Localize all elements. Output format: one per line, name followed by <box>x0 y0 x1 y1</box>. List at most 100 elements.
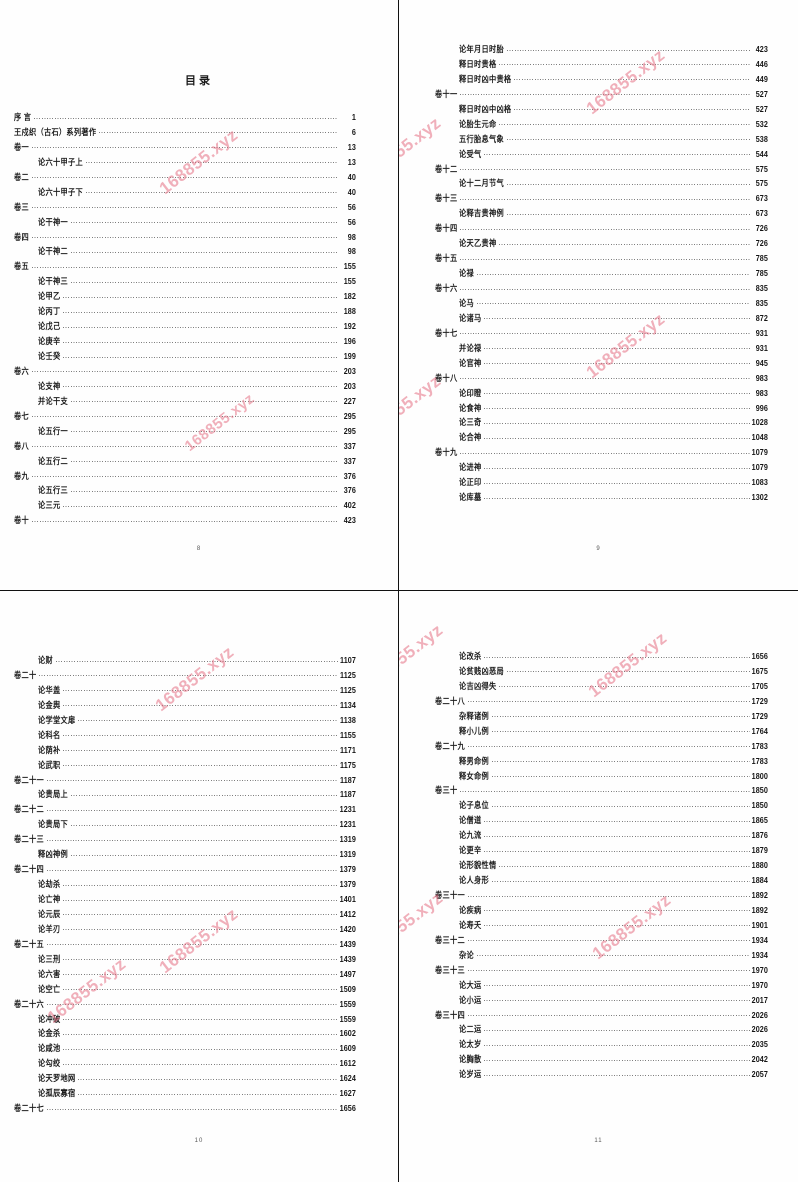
toc-entry[interactable]: 论武职 1175 <box>14 760 356 777</box>
toc-entry[interactable]: 论更辛 1879 <box>435 846 768 862</box>
toc-entry[interactable]: 论华盖 1125 <box>14 685 356 702</box>
toc-entry[interactable]: 论羊刃 1420 <box>14 924 356 941</box>
toc-entry[interactable]: 释日时贵格 446 <box>435 59 768 76</box>
toc-entry[interactable]: 论学堂文扉 1138 <box>14 715 356 732</box>
toc-entry[interactable]: 论食神 996 <box>435 403 768 420</box>
toc-entry[interactable]: 卷二十九 1783 <box>435 741 768 758</box>
toc-entry[interactable]: 卷二 40 <box>14 172 356 189</box>
toc-entry[interactable]: 论荫补 1171 <box>14 745 356 762</box>
toc-entry[interactable]: 卷十七 931 <box>435 328 768 345</box>
toc-entry[interactable]: 卷三十一 1892 <box>435 890 768 907</box>
toc-entry[interactable]: 论元辰 1412 <box>14 909 356 926</box>
toc-entry[interactable]: 卷二十八 1729 <box>435 696 768 713</box>
toc-entry[interactable]: 论甲乙 182 <box>14 292 356 308</box>
toc-entry[interactable]: 卷二十五 1439 <box>14 939 356 956</box>
toc-entry[interactable]: 五行胎息气象 538 <box>435 134 768 151</box>
toc-entry[interactable]: 论人身形 1884 <box>435 876 768 892</box>
toc-entry[interactable]: 论寿夭 1901 <box>435 920 768 937</box>
toc-entry[interactable]: 论干神一 56 <box>14 217 356 234</box>
toc-entry[interactable]: 论库墓 1302 <box>435 493 768 509</box>
toc-entry[interactable]: 论孤辰寡宿 1627 <box>14 1089 356 1105</box>
toc-entry[interactable]: 释日时凶中贵格 449 <box>435 74 768 91</box>
toc-entry[interactable]: 杂释诸例 1729 <box>435 711 768 728</box>
toc-entry[interactable]: 卷三十 1850 <box>435 786 768 802</box>
toc-entry[interactable]: 卷三十三 1970 <box>435 965 768 982</box>
toc-entry[interactable]: 论天罗地网 1624 <box>14 1074 356 1090</box>
toc-entry[interactable]: 论吉凶得失 1705 <box>435 681 768 698</box>
toc-entry[interactable]: 论干神二 98 <box>14 247 356 263</box>
toc-entry[interactable]: 论胸散 2042 <box>435 1055 768 1071</box>
toc-entry[interactable]: 论金杀 1602 <box>14 1029 356 1045</box>
toc-entry[interactable]: 卷六 203 <box>14 366 356 383</box>
toc-entry[interactable]: 论形貌性情 1880 <box>435 861 768 877</box>
toc-entry[interactable]: 论贫贱凶恶局 1675 <box>435 666 768 683</box>
toc-entry[interactable]: 论太岁 2035 <box>435 1040 768 1056</box>
toc-entry[interactable]: 论五行三 376 <box>14 486 356 502</box>
toc-entry[interactable]: 论改杀 1656 <box>435 651 768 668</box>
toc-entry[interactable]: 论受气 544 <box>435 149 768 166</box>
toc-entry[interactable]: 论天乙贵神 726 <box>435 239 768 255</box>
toc-entry[interactable]: 论财 1107 <box>14 655 356 672</box>
toc-entry[interactable]: 论贵局下 1231 <box>14 820 356 836</box>
toc-entry[interactable]: 王戍织（古石）系列著作 6 <box>14 127 356 144</box>
toc-entry[interactable]: 卷十五 785 <box>435 254 768 270</box>
toc-entry[interactable]: 论勾绞 1612 <box>14 1059 356 1075</box>
toc-entry[interactable]: 论大运 1970 <box>435 980 768 997</box>
toc-entry[interactable]: 论三刑 1439 <box>14 954 356 971</box>
toc-entry[interactable]: 论年月日时胎 423 <box>435 44 768 61</box>
toc-entry[interactable]: 卷八 337 <box>14 441 356 458</box>
toc-entry[interactable]: 卷四 98 <box>14 232 356 249</box>
toc-entry[interactable]: 释女命例 1800 <box>435 771 768 788</box>
toc-entry[interactable]: 论五行一 295 <box>14 426 356 443</box>
toc-entry[interactable]: 卷五 155 <box>14 262 356 278</box>
toc-entry[interactable]: 卷十六 835 <box>435 283 768 300</box>
toc-entry[interactable]: 论丙丁 188 <box>14 307 356 323</box>
toc-entry[interactable]: 卷七 295 <box>14 411 356 428</box>
toc-entry[interactable]: 卷三十四 2026 <box>435 1010 768 1027</box>
toc-entry[interactable]: 论马 835 <box>435 298 768 315</box>
toc-entry[interactable]: 论诸马 872 <box>435 313 768 330</box>
toc-entry[interactable]: 论干神三 155 <box>14 277 356 293</box>
toc-entry[interactable]: 论六十甲子下 40 <box>14 187 356 204</box>
toc-entry[interactable]: 论咸池 1609 <box>14 1044 356 1060</box>
toc-entry[interactable]: 卷一 13 <box>14 142 356 159</box>
toc-entry[interactable]: 卷三 56 <box>14 202 356 219</box>
toc-entry[interactable]: 卷九 376 <box>14 471 356 488</box>
toc-entry[interactable]: 卷十八 983 <box>435 373 768 390</box>
toc-entry[interactable]: 论正印 1083 <box>435 478 768 494</box>
toc-entry[interactable]: 论亡神 1401 <box>14 894 356 911</box>
toc-entry[interactable]: 卷十四 726 <box>435 224 768 240</box>
toc-entry[interactable]: 论疾病 1892 <box>435 905 768 922</box>
toc-entry[interactable]: 释日时凶中凶格 527 <box>435 104 768 121</box>
toc-entry[interactable]: 论金舆 1134 <box>14 700 356 717</box>
toc-entry[interactable]: 论戊己 192 <box>14 322 356 338</box>
toc-entry[interactable]: 释凶神例 1319 <box>14 850 356 866</box>
toc-entry[interactable]: 卷二十六 1559 <box>14 999 356 1016</box>
toc-entry[interactable]: 卷二十三 1319 <box>14 835 356 851</box>
toc-entry[interactable]: 论三奇 1028 <box>435 418 768 434</box>
toc-entry[interactable]: 论释吉贵神例 673 <box>435 209 768 225</box>
toc-entry[interactable]: 论支神 203 <box>14 381 356 398</box>
toc-entry[interactable]: 释男命例 1783 <box>435 756 768 773</box>
toc-entry[interactable]: 论进神 1079 <box>435 463 768 479</box>
toc-entry[interactable]: 论空亡 1509 <box>14 984 356 1001</box>
toc-entry[interactable]: 卷二十七 1656 <box>14 1104 356 1120</box>
toc-entry[interactable]: 卷三十二 1934 <box>435 935 768 952</box>
toc-entry[interactable]: 论禄 785 <box>435 269 768 285</box>
toc-entry[interactable]: 论壬癸 199 <box>14 351 356 368</box>
toc-entry[interactable]: 论劫杀 1379 <box>14 880 356 896</box>
toc-entry[interactable]: 论六害 1497 <box>14 969 356 986</box>
toc-entry[interactable]: 论印瞪 983 <box>435 388 768 405</box>
toc-entry[interactable]: 论科名 1155 <box>14 730 356 747</box>
toc-entry[interactable]: 卷十九 1079 <box>435 448 768 464</box>
toc-entry[interactable]: 卷二十一 1187 <box>14 775 356 792</box>
toc-entry[interactable]: 杂论 1934 <box>435 950 768 967</box>
toc-entry[interactable]: 并论干支 227 <box>14 396 356 413</box>
toc-entry[interactable]: 论官神 945 <box>435 358 768 375</box>
toc-entry[interactable]: 论二运 2026 <box>435 1025 768 1041</box>
toc-entry[interactable]: 论冲破 1559 <box>14 1014 356 1031</box>
toc-entry[interactable]: 论三元 402 <box>14 501 356 517</box>
toc-entry[interactable]: 卷二十四 1379 <box>14 865 356 881</box>
toc-entry[interactable]: 卷二十二 1231 <box>14 805 356 821</box>
toc-entry[interactable]: 卷十二 575 <box>435 164 768 181</box>
